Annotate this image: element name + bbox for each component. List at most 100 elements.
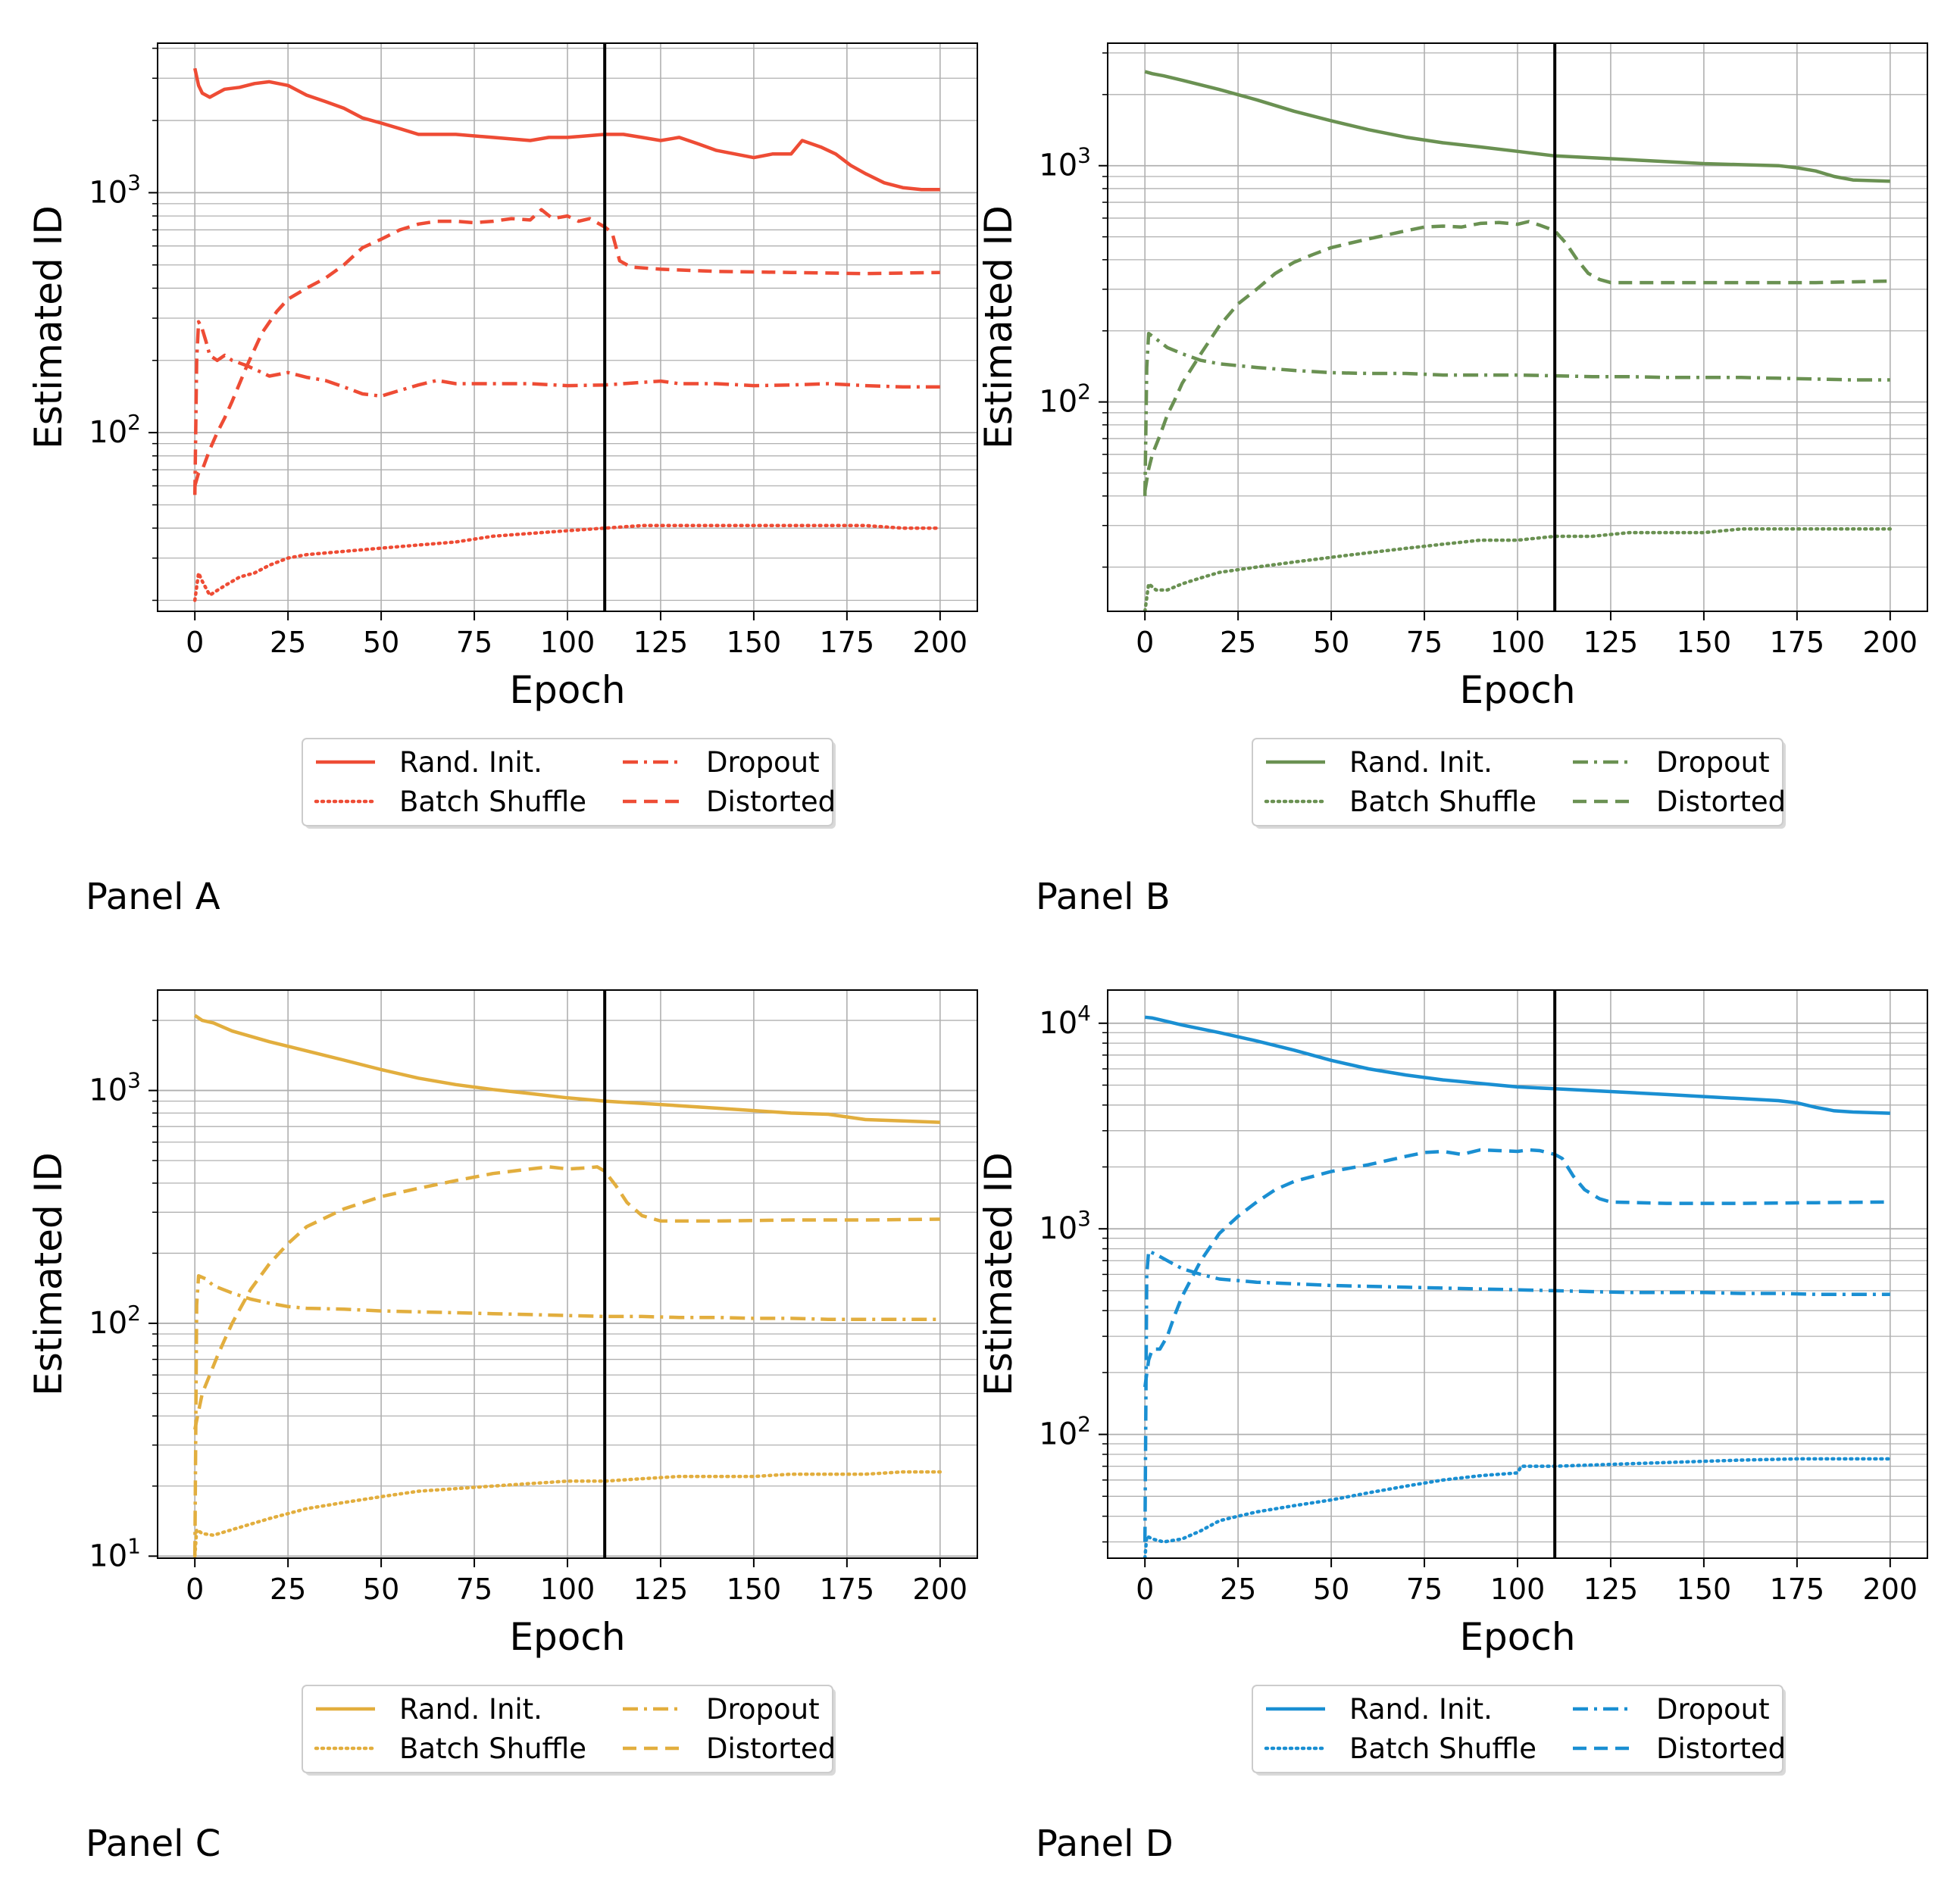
series-group [1143, 70, 1893, 611]
series-line-batch-shuffle [192, 523, 942, 602]
y-tick-exponent: 4 [1077, 1001, 1091, 1026]
series-line-distorted [1143, 220, 1890, 492]
series-line-rand-init [1144, 1015, 1890, 1115]
x-tick-label: 175 [820, 626, 875, 659]
legend: Rand. Init. Batch Shuffle Dropout Distorted [302, 1685, 836, 1776]
x-tick-label: 200 [913, 1573, 968, 1606]
y-tick-label: 102 [89, 1301, 141, 1341]
panel-label: Panel D [1036, 1823, 1174, 1865]
x-tick-label: 0 [1136, 1573, 1154, 1606]
y-tick-label: 103 [89, 170, 141, 210]
x-tick-label: 200 [1863, 1573, 1918, 1606]
legend: Rand. Init. Batch Shuffle Dropout Distorted [1252, 738, 1786, 829]
x-tick-label: 175 [1770, 1573, 1825, 1606]
y-tick-label: 103 [89, 1068, 141, 1108]
x-axis-label: Epoch [509, 1615, 625, 1659]
series-line-distorted [193, 208, 940, 487]
y-tick-base: 10 [89, 175, 127, 210]
series-group [192, 1014, 942, 1558]
y-tick-exponent: 3 [1077, 143, 1091, 168]
series-line-rand-init [193, 1014, 940, 1124]
legend-label: Dropout [1656, 746, 1770, 779]
x-tick-label: 50 [1313, 1573, 1349, 1606]
series-line-batch-shuffle [1143, 1457, 1893, 1558]
y-tick-exponent: 2 [127, 1301, 141, 1326]
series-line-batch-shuffle [192, 1470, 942, 1558]
legend-label: Batch Shuffle [1349, 1732, 1536, 1765]
x-tick-label: 100 [540, 1573, 596, 1606]
panel-label: Panel C [86, 1823, 220, 1865]
panel-1: 0 25 50 75 100 125 150 175 200102103EpochEstimat… [27, 42, 978, 918]
legend-label: Rand. Init. [399, 1693, 542, 1726]
y-tick-base: 10 [1039, 1006, 1077, 1041]
x-tick-label: 200 [1863, 626, 1918, 659]
y-tick-label: 103 [1039, 143, 1091, 183]
x-tick-label: 125 [1583, 1573, 1639, 1606]
y-tick-base: 10 [1039, 1417, 1077, 1452]
panel-label: Panel A [86, 876, 220, 918]
x-tick-label: 25 [1220, 626, 1256, 659]
series-line-distorted [192, 1165, 940, 1430]
x-tick-label: 25 [270, 626, 306, 659]
y-tick-label: 102 [89, 410, 141, 450]
y-tick-exponent: 3 [1077, 1206, 1091, 1231]
legend-label: Rand. Init. [1349, 746, 1493, 779]
legend: Rand. Init. Batch Shuffle Dropout Distorted [1252, 1685, 1786, 1776]
y-tick-base: 10 [1039, 148, 1077, 183]
y-tick-label: 102 [1039, 1412, 1091, 1452]
legend-label: Batch Shuffle [399, 786, 586, 818]
y-tick-exponent: 2 [1077, 380, 1091, 405]
x-tick-label: 0 [186, 626, 204, 659]
x-tick-label: 100 [1490, 1573, 1546, 1606]
legend-box [302, 738, 833, 826]
legend-label: Batch Shuffle [1349, 786, 1536, 818]
y-tick-base: 10 [1039, 385, 1077, 420]
series-line-rand-init [1144, 70, 1890, 183]
panel-4: 0 25 50 75 100 125 150 175 200102103104EpochEsti… [977, 989, 1928, 1865]
legend: Rand. Init. Batch Shuffle Dropout Distorted [302, 738, 836, 829]
x-tick-label: 175 [820, 1573, 875, 1606]
y-tick-exponent: 2 [127, 410, 141, 435]
x-tick-label: 150 [1677, 1573, 1732, 1606]
legend-label: Dropout [706, 1693, 820, 1726]
legend-box [302, 1685, 833, 1773]
panel-2: 0 25 50 75 100 125 150 175 200102103EpochEstimat… [977, 42, 1928, 918]
x-tick-label: 100 [540, 626, 596, 659]
y-tick-exponent: 3 [127, 1068, 141, 1093]
series-line-batch-shuffle [1143, 527, 1893, 611]
legend-box [1252, 738, 1783, 826]
x-tick-label: 50 [363, 1573, 399, 1606]
x-tick-label: 75 [1406, 626, 1443, 659]
series-line-dropout [1143, 1249, 1890, 1542]
y-tick-exponent: 3 [127, 170, 141, 195]
x-tick-label: 0 [186, 1573, 204, 1606]
x-axis-label: Epoch [1459, 1615, 1575, 1659]
legend-label: Distorted [706, 1732, 836, 1765]
x-tick-label: 0 [1136, 626, 1154, 659]
legend-label: Distorted [1656, 786, 1786, 818]
series-group [192, 67, 942, 602]
x-tick-label: 50 [1313, 626, 1349, 659]
series-line-rand-init [193, 67, 940, 192]
x-tick-label: 150 [727, 1573, 782, 1606]
x-tick-label: 50 [363, 626, 399, 659]
legend-box [1252, 1685, 1783, 1773]
y-tick-exponent: 1 [127, 1533, 141, 1558]
legend-label: Rand. Init. [399, 746, 542, 779]
x-tick-label: 175 [1770, 626, 1825, 659]
x-tick-label: 125 [633, 626, 689, 659]
y-axis-label: Estimated ID [27, 205, 70, 449]
y-tick-label: 102 [1039, 380, 1091, 420]
y-tick-base: 10 [89, 415, 127, 450]
x-tick-label: 75 [456, 1573, 492, 1606]
x-tick-label: 150 [1677, 626, 1732, 659]
legend-label: Batch Shuffle [399, 1732, 586, 1765]
x-axis-label: Epoch [1459, 668, 1575, 712]
series-line-dropout [192, 1273, 940, 1557]
x-tick-label: 125 [633, 1573, 689, 1606]
legend-label: Distorted [1656, 1732, 1786, 1765]
y-axis-label: Estimated ID [977, 205, 1021, 449]
y-tick-label: 103 [1039, 1206, 1091, 1246]
